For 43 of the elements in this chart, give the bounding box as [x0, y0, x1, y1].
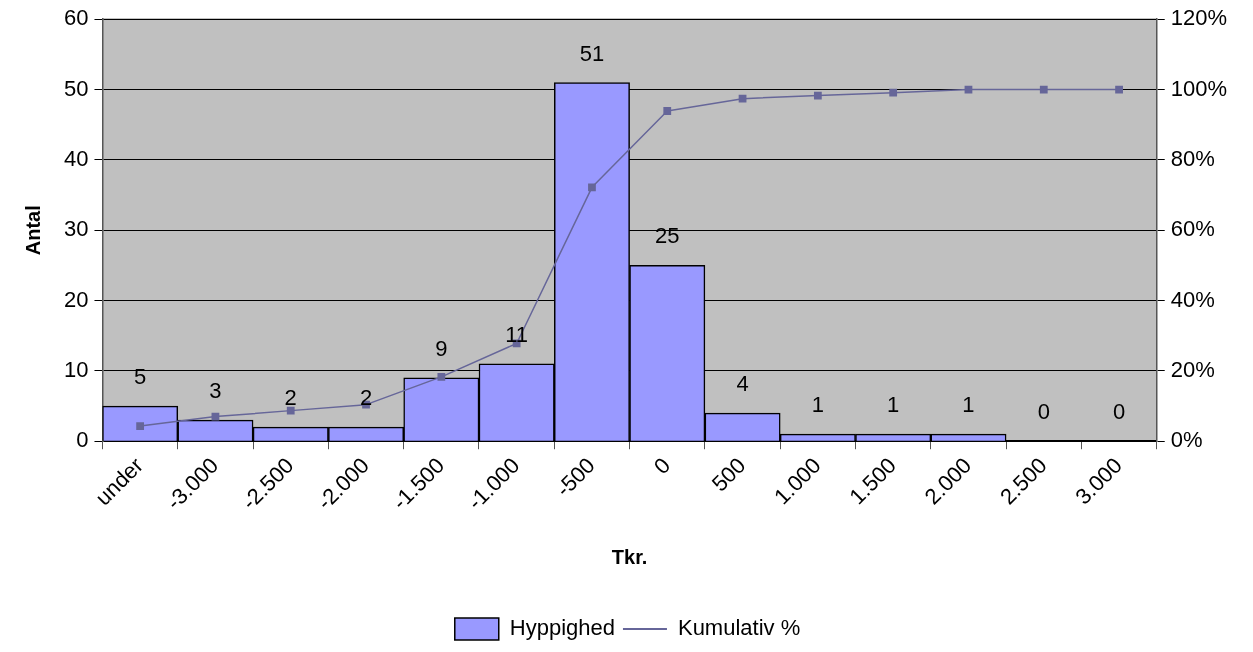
legend-label: Hyppighed [509, 615, 615, 641]
point [663, 107, 672, 115]
point [813, 91, 822, 100]
y2-tick-label: 60% [1170, 216, 1215, 242]
y-tick-label: 0 [76, 427, 89, 453]
y2-tick-label: 100% [1170, 75, 1228, 101]
data-label: 11 [505, 321, 529, 347]
point [1115, 85, 1123, 94]
data-label: 0 [1112, 399, 1126, 425]
point [738, 94, 747, 103]
y2-tick-label: 40% [1170, 286, 1215, 312]
point [588, 183, 596, 192]
x-axis-title: Tkr. [611, 545, 648, 568]
data-label: 9 [435, 335, 448, 361]
data-label: 2 [359, 385, 373, 411]
data-label: 3 [209, 378, 222, 404]
x-tick-label: 0 [648, 452, 676, 480]
y-tick-label: 20 [63, 286, 89, 312]
x-tick-label: -500 [550, 452, 600, 502]
legend-label: Kumulativ % [677, 615, 801, 641]
y2-tick-label: 120% [1170, 5, 1228, 31]
y-tick-label: 10 [63, 356, 89, 382]
x-tick-label: 500 [706, 452, 751, 497]
data-label: 51 [579, 40, 605, 66]
y-tick-label: 60 [63, 5, 89, 31]
y-tick-label: 30 [63, 216, 89, 242]
data-label: 2 [284, 385, 297, 411]
y-tick-label: 50 [63, 75, 89, 101]
point [286, 406, 295, 415]
point [1039, 85, 1048, 94]
y2-tick-label: 20% [1170, 356, 1215, 382]
point [889, 88, 898, 97]
data-label: 4 [736, 371, 749, 397]
y-tick-label: 40 [63, 145, 89, 171]
y2-tick-label: 80% [1170, 145, 1215, 171]
point [136, 422, 145, 430]
data-label: 1 [887, 392, 900, 418]
data-label: 1 [962, 392, 975, 418]
y2-tick-label: 0% [1170, 427, 1203, 453]
data-label: 0 [1037, 399, 1050, 425]
data-label: 1 [811, 392, 824, 418]
y-axis-title: Antal [21, 205, 44, 256]
point [437, 372, 446, 381]
